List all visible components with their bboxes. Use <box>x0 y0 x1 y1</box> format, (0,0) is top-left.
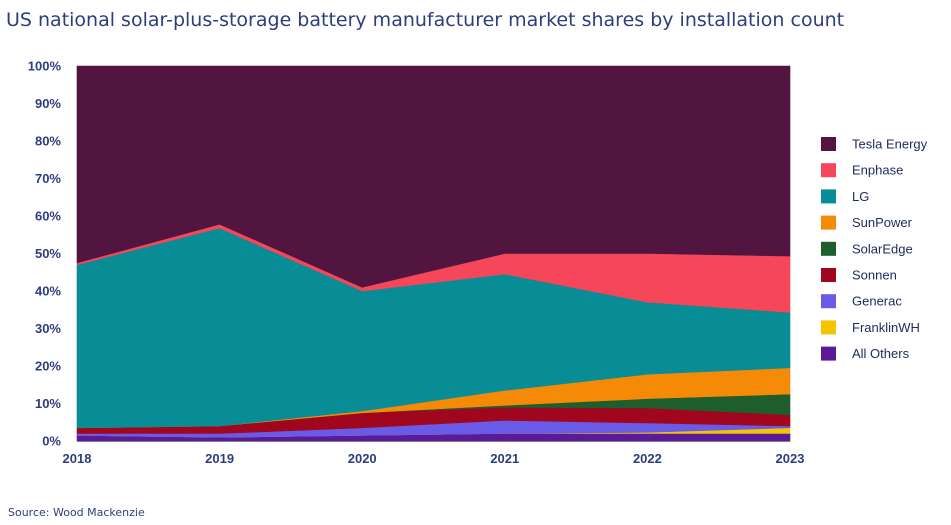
x-tick-label: 2019 <box>205 451 234 466</box>
legend-swatch-solaredge <box>821 241 836 256</box>
legend-label-franklinwh: FranklinWH <box>852 320 920 335</box>
y-tick-label: 60% <box>35 209 61 224</box>
legend-label-enphase: Enphase <box>852 163 903 178</box>
y-axis: 0% 10% 20% 30% 40% 50% 60% 70% 80% 90% 100% <box>28 59 62 449</box>
y-tick-label: 80% <box>35 134 61 149</box>
area-layer <box>76 65 791 442</box>
y-tick-label: 70% <box>35 171 61 186</box>
x-tick-label: 2022 <box>633 451 662 466</box>
legend-label-tesla-energy: Tesla Energy <box>852 137 928 152</box>
legend-swatch-sunpower <box>821 215 836 230</box>
x-tick-label: 2021 <box>490 451 519 466</box>
chart-title: US national solar-plus-storage battery m… <box>6 9 845 31</box>
y-tick-label: 30% <box>35 321 61 336</box>
legend-swatch-all-others <box>821 346 836 361</box>
legend-swatch-lg <box>821 189 836 204</box>
legend-label-sunpower: SunPower <box>852 215 913 230</box>
legend-label-sonnen: Sonnen <box>852 268 897 283</box>
legend-swatch-franklinwh <box>821 320 836 335</box>
y-tick-label: 50% <box>35 246 61 261</box>
legend-label-generac: Generac <box>852 294 902 309</box>
y-tick-label: 40% <box>35 284 61 299</box>
y-tick-label: 0% <box>42 434 61 449</box>
area-tesla-energy <box>76 65 791 288</box>
y-tick-label: 20% <box>35 359 61 374</box>
legend-label-solaredge: SolarEdge <box>852 241 913 256</box>
legend: Tesla Energy Enphase LG SunPower SolarEdge So… <box>821 137 928 361</box>
legend-label-all-others: All Others <box>852 346 910 361</box>
legend-swatch-tesla-energy <box>821 137 836 151</box>
source-note: Source: Wood Mackenzie <box>8 506 145 519</box>
y-tick-label: 10% <box>35 396 61 411</box>
x-tick-label: 2020 <box>348 451 377 466</box>
y-tick-label: 90% <box>35 96 61 111</box>
legend-swatch-enphase <box>821 163 836 178</box>
legend-swatch-generac <box>821 294 836 309</box>
x-tick-label: 2018 <box>63 451 92 466</box>
legend-label-lg: LG <box>852 189 869 204</box>
x-tick-label: 2023 <box>776 451 805 466</box>
legend-swatch-sonnen <box>821 268 836 282</box>
x-axis: 2018 2019 2020 2021 2022 2023 <box>63 441 805 466</box>
y-tick-label: 100% <box>28 59 62 74</box>
